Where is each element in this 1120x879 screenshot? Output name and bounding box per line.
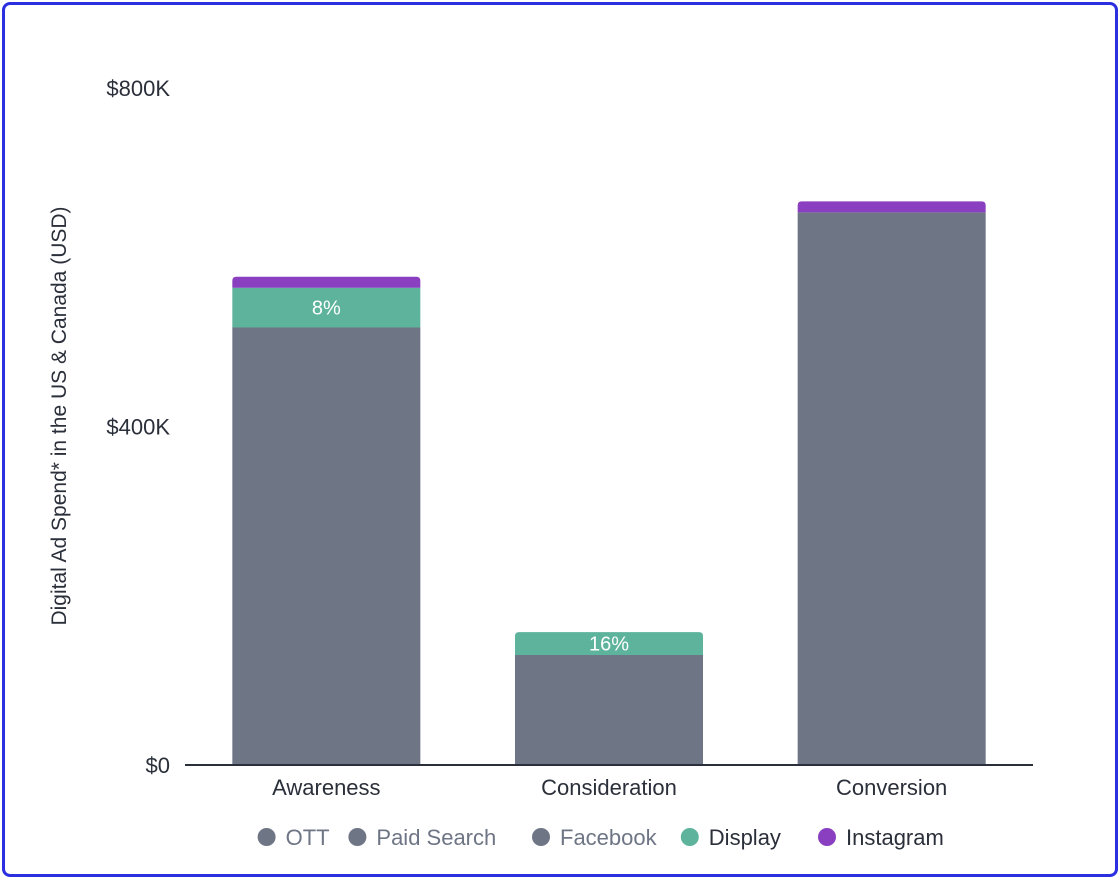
legend-swatch-paid-search [348, 828, 367, 846]
bar-consideration-facebook [515, 654, 703, 765]
data-label-consideration: 16% [589, 634, 629, 656]
x-axis-categories: Awareness Consideration Conversion [272, 775, 947, 800]
legend-swatch-facebook [532, 828, 550, 846]
y-axis-ticks: $0 $400K $800K [106, 76, 170, 778]
y-tick-label-2: $800K [106, 76, 170, 101]
bar-conversion-instagram [797, 201, 986, 213]
bar-conversion-facebook [797, 212, 986, 765]
bar-awareness-facebook [232, 327, 421, 765]
legend-label-paid-search: Paid Search [376, 825, 496, 850]
bar-consideration-display [515, 632, 703, 655]
legend-swatch-display [680, 828, 699, 846]
legend-swatch-instagram [818, 828, 836, 846]
legend-label-instagram: Instagram [846, 825, 944, 850]
x-tick-label-conversion: Conversion [836, 775, 947, 800]
bar-awareness-instagram [232, 276, 421, 288]
bars: 8% 16% [232, 201, 986, 765]
bar-awareness-display [232, 287, 421, 328]
legend-label-ott: OTT [286, 825, 330, 850]
x-tick-label-consideration: Consideration [541, 775, 677, 800]
legend-swatch-ott [257, 828, 276, 846]
data-label-awareness: 8% [312, 298, 341, 320]
y-tick-label-1: $400K [106, 415, 170, 440]
x-tick-label-awareness: Awareness [272, 775, 380, 800]
legend-label-display: Display [709, 825, 781, 850]
legend: OTT Paid Search Facebook Display Instagram [257, 825, 944, 850]
y-axis-label: Digital Ad Spend* in the US & Canada (US… [48, 206, 71, 625]
y-tick-label-0: $0 [146, 753, 170, 778]
legend-label-facebook: Facebook [560, 825, 658, 850]
